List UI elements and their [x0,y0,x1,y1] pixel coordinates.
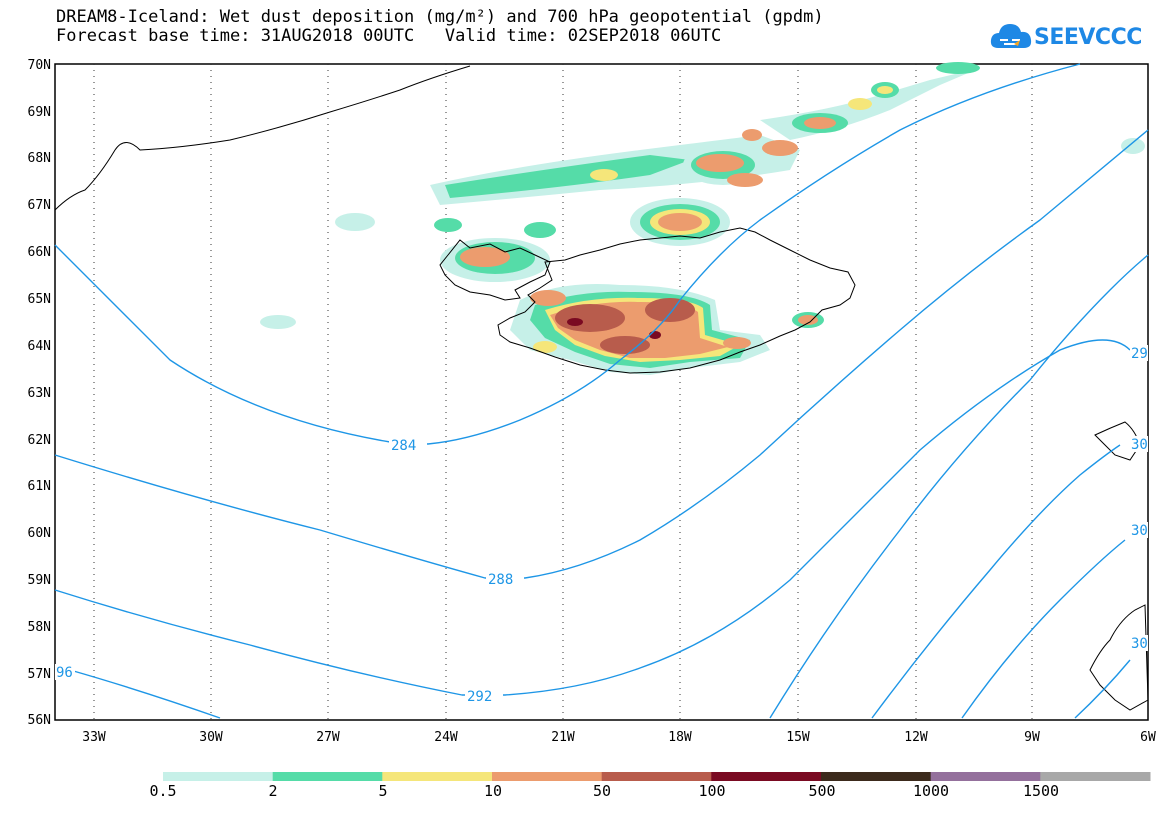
map-title: DREAM8-Iceland: Wet dust deposition (mg/… [56,7,824,27]
lat-label: 63N [28,386,51,401]
lon-label: 33W [82,730,106,745]
colorbar-swatch [382,772,493,781]
lon-label: 15W [786,730,810,745]
colorbar-swatch [163,772,274,781]
latitude-axis: 70N 69N 68N 67N 66N 65N 64N 63N 62N 61N … [28,58,51,728]
colorbar-swatch [272,772,383,781]
lat-label: 62N [28,433,51,448]
cloud-icon [990,24,1032,48]
longitude-axis: 33W 30W 27W 24W 21W 18W 15W 12W 9W 6W [82,730,1156,745]
lat-label: 59N [28,573,51,588]
contour-label-30b: 30 [1131,523,1148,539]
lon-label: 9W [1024,730,1040,745]
lat-label: 67N [28,198,51,213]
map-subtitle: Forecast base time: 31AUG2018 00UTC Vali… [56,26,722,46]
colorbar-label: 50 [592,782,612,800]
colorbar [163,772,1151,781]
lat-label: 61N [28,479,51,494]
colorbar-swatch [492,772,603,781]
lon-label: 30W [199,730,223,745]
logo-text: SEEVCCC [1034,25,1142,50]
colorbar-label: 10 [483,782,503,800]
lon-label: 6W [1140,730,1156,745]
lat-label: 69N [28,105,51,120]
lat-label: 66N [28,245,51,260]
colorbar-label: 2 [268,782,278,800]
geopotential-contours [54,63,1149,719]
colorbar-label: 1500 [1022,782,1060,800]
lon-label: 12W [904,730,928,745]
colorbar-label: 0.5 [149,782,177,800]
lat-label: 60N [28,526,51,541]
contour-label-284: 284 [391,438,416,454]
colorbar-label: 500 [808,782,836,800]
lon-label: 21W [551,730,575,745]
lon-label: 27W [316,730,340,745]
colorbar-label: 5 [378,782,388,800]
contour-label-30a: 30 [1131,437,1148,453]
contour-label-292: 292 [467,689,492,705]
colorbar-label: 1000 [912,782,950,800]
colorbar-label: 100 [698,782,726,800]
colorbar-swatch [1040,772,1151,781]
lat-label: 57N [28,667,51,682]
dust-deposition-field [260,62,1145,375]
colorbar-swatch [601,772,712,781]
lat-label: 58N [28,620,51,635]
colorbar-swatch [711,772,822,781]
lon-label: 24W [434,730,458,745]
seevccc-logo: SEEVCCC [990,18,1160,58]
contour-labels: 284 288 292 96 29 30 30 30 [55,345,1148,705]
contour-label-30c: 30 [1131,636,1148,652]
lat-label: 64N [28,339,51,354]
lon-label: 18W [668,730,692,745]
contour-label-96: 96 [56,665,73,681]
graticule [93,64,1033,720]
lat-label: 65N [28,292,51,307]
colorbar-swatch [821,772,932,781]
lat-label: 56N [28,713,51,728]
contour-label-288: 288 [488,572,513,588]
contour-label-29: 29 [1131,346,1148,362]
lat-label: 70N [28,58,51,73]
colorbar-swatch [930,772,1041,781]
lat-label: 68N [28,151,51,166]
